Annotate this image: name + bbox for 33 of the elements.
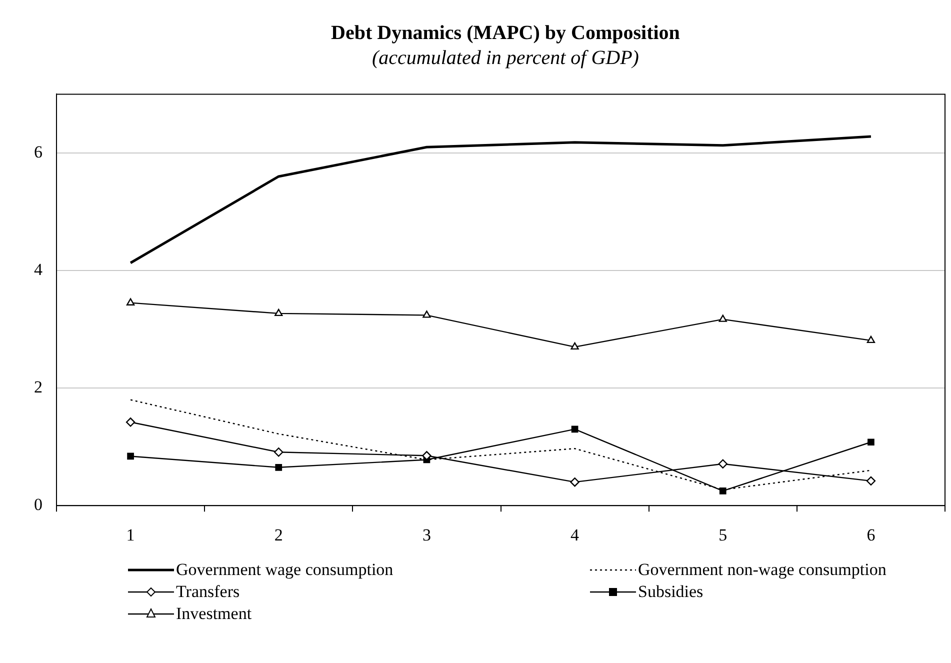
point [719, 487, 726, 494]
point [274, 448, 284, 457]
x-tick-label: 1 [126, 525, 135, 544]
legend-label: Investment [176, 604, 252, 624]
point [274, 308, 283, 316]
x-tick-label: 5 [718, 525, 728, 544]
legend-label: Transfers [176, 582, 240, 602]
legend-label: Government wage consumption [176, 560, 394, 580]
chart-subtitle: (accumulated in percent of GDP) [371, 47, 640, 70]
x-tick-label: 4 [570, 525, 580, 544]
point [718, 314, 727, 322]
point [127, 452, 134, 460]
x-tick-label: 2 [274, 525, 283, 544]
point [866, 336, 876, 344]
point [866, 476, 876, 486]
point [570, 477, 580, 487]
y-tick-label: 2 [34, 378, 42, 397]
y-tick-label: 6 [34, 142, 42, 162]
legend-label: Government non-wage consumption [638, 560, 886, 580]
y-tick-label: 4 [34, 260, 43, 279]
point [126, 418, 136, 427]
chart-title: Debt Dynamics (MAPC) by Composition [330, 22, 681, 45]
point [422, 310, 431, 318]
point [570, 342, 579, 350]
point [275, 464, 282, 471]
legend-label: Subsidies [638, 582, 704, 602]
point [718, 459, 728, 468]
point [868, 438, 874, 446]
point [126, 298, 135, 306]
point [571, 426, 578, 433]
x-tick-label: 6 [866, 525, 876, 544]
x-tick-label: 3 [422, 525, 431, 544]
y-tick-label: 0 [34, 495, 42, 514]
